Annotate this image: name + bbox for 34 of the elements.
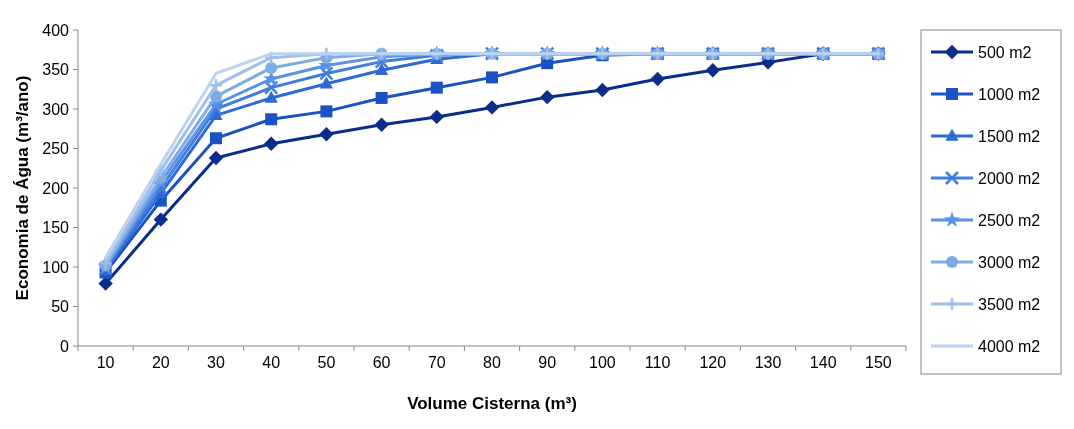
y-tick-label: 400 <box>42 21 70 39</box>
x-tick-label: 100 <box>589 354 616 371</box>
x-tick-label: 70 <box>427 354 446 371</box>
x-tick-label: 10 <box>96 354 115 371</box>
legend-label: 1000 m2 <box>978 85 1041 103</box>
x-tick-label: 20 <box>151 354 170 371</box>
legend-label: 3500 m2 <box>978 295 1041 313</box>
y-tick-label: 100 <box>42 258 70 276</box>
x-tick-label: 30 <box>207 354 225 371</box>
x-tick-label: 120 <box>699 354 727 371</box>
legend-label: 500 m2 <box>978 43 1032 61</box>
y-tick-label: 200 <box>42 179 70 197</box>
x-tick-label: 140 <box>809 354 837 371</box>
y-tick-label: 50 <box>51 298 70 316</box>
x-tick-label: 130 <box>754 354 782 371</box>
x-tick-label: 60 <box>372 354 391 371</box>
y-tick-label: 250 <box>42 140 70 158</box>
legend-label: 2000 m2 <box>978 169 1041 187</box>
y-tick-label: 0 <box>60 337 70 355</box>
legend-label: 2500 m2 <box>978 211 1041 229</box>
x-tick-label: 80 <box>483 354 501 371</box>
legend-label: 1500 m2 <box>978 127 1041 145</box>
legend-label: 3000 m2 <box>978 253 1041 271</box>
x-tick-label: 150 <box>865 354 892 371</box>
x-tick-label: 90 <box>538 354 557 371</box>
y-tick-label: 150 <box>42 219 70 237</box>
legend-label: 4000 m2 <box>978 337 1041 355</box>
x-tick-label: 110 <box>644 354 671 371</box>
y-tick-label: 300 <box>42 100 70 118</box>
x-tick-label: 40 <box>262 354 281 371</box>
x-tick-label: 50 <box>317 354 336 371</box>
x-axis-title: Volume Cisterna (m³) <box>407 394 577 413</box>
y-axis-title: Economia de Água (m³/ano) <box>13 75 32 301</box>
y-tick-label: 350 <box>42 61 70 79</box>
